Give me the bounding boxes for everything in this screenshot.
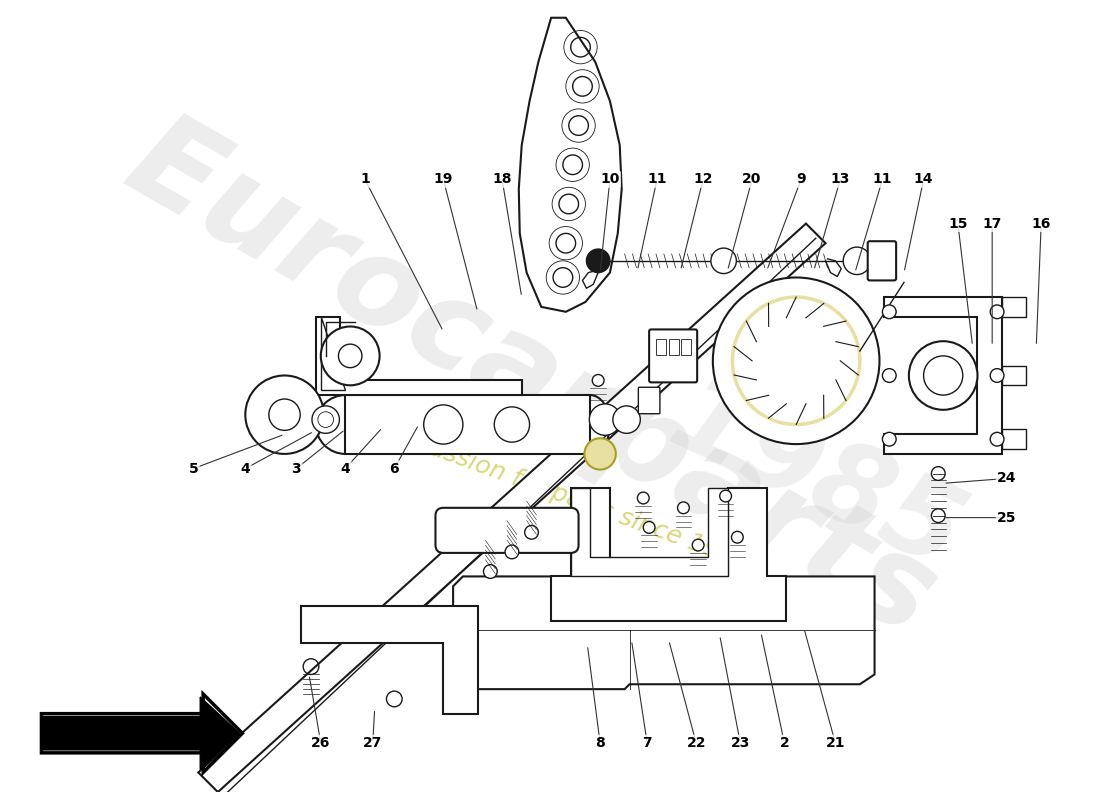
Text: 16: 16 [1032, 217, 1050, 230]
Text: 23: 23 [730, 736, 750, 750]
Text: 17: 17 [982, 217, 1002, 230]
Text: 2: 2 [780, 736, 790, 750]
FancyBboxPatch shape [868, 242, 896, 281]
Circle shape [590, 404, 620, 435]
Circle shape [990, 305, 1004, 318]
Text: 6: 6 [389, 462, 399, 476]
Bar [1002, 430, 1026, 449]
Bar [1002, 297, 1026, 317]
Circle shape [733, 297, 860, 425]
Text: 19: 19 [433, 173, 453, 186]
Text: 8: 8 [595, 736, 605, 750]
Text: 24: 24 [997, 471, 1016, 486]
Text: Eurocarparts: Eurocarparts [107, 100, 957, 661]
Polygon shape [453, 577, 874, 689]
Circle shape [644, 522, 654, 534]
Circle shape [245, 375, 323, 454]
Text: 5: 5 [188, 462, 198, 476]
Bar [669, 339, 679, 355]
Text: 3: 3 [292, 462, 301, 476]
Circle shape [732, 531, 744, 543]
Circle shape [990, 432, 1004, 446]
Circle shape [882, 432, 896, 446]
Circle shape [318, 412, 333, 427]
Circle shape [692, 539, 704, 551]
Circle shape [592, 374, 604, 386]
Text: 10: 10 [601, 173, 619, 186]
Polygon shape [321, 317, 345, 390]
Circle shape [339, 344, 362, 368]
Polygon shape [43, 697, 240, 770]
Text: 22: 22 [686, 736, 706, 750]
FancyBboxPatch shape [436, 508, 579, 553]
Bar [656, 339, 666, 355]
Text: 4: 4 [241, 462, 250, 476]
Circle shape [909, 341, 978, 410]
Circle shape [494, 407, 529, 442]
Text: 9: 9 [796, 173, 806, 186]
Text: 12: 12 [693, 173, 713, 186]
Text: 25: 25 [997, 510, 1016, 525]
Text: 11: 11 [647, 173, 667, 186]
Circle shape [990, 369, 1004, 382]
Circle shape [321, 326, 380, 386]
Circle shape [613, 406, 640, 434]
Text: 11: 11 [872, 173, 892, 186]
Circle shape [711, 248, 736, 274]
Text: a passion for parts since 1985: a passion for parts since 1985 [389, 422, 752, 574]
Polygon shape [345, 395, 591, 454]
Circle shape [713, 278, 880, 444]
Circle shape [719, 490, 732, 502]
Polygon shape [198, 223, 826, 792]
Circle shape [584, 438, 616, 470]
Text: 1985: 1985 [653, 365, 979, 592]
Circle shape [312, 406, 340, 434]
Circle shape [844, 247, 870, 274]
Text: 7: 7 [642, 736, 652, 750]
Text: 20: 20 [742, 173, 761, 186]
Polygon shape [571, 488, 727, 577]
Circle shape [932, 509, 945, 522]
Circle shape [637, 492, 649, 504]
Bar [1002, 366, 1026, 386]
Polygon shape [519, 18, 621, 312]
Circle shape [882, 369, 896, 382]
Text: 14: 14 [914, 173, 933, 186]
Text: 18: 18 [493, 173, 512, 186]
Circle shape [882, 305, 896, 318]
Circle shape [924, 356, 962, 395]
Circle shape [505, 545, 519, 558]
Circle shape [525, 526, 538, 539]
Text: 27: 27 [363, 736, 383, 750]
Circle shape [268, 399, 300, 430]
Text: 4: 4 [340, 462, 350, 476]
Polygon shape [316, 317, 521, 395]
Polygon shape [551, 488, 786, 621]
Text: 13: 13 [830, 173, 850, 186]
Circle shape [484, 565, 497, 578]
Text: 26: 26 [311, 736, 330, 750]
Text: 21: 21 [826, 736, 845, 750]
FancyBboxPatch shape [649, 330, 697, 382]
Text: 1: 1 [360, 173, 370, 186]
FancyBboxPatch shape [638, 387, 660, 414]
Circle shape [586, 249, 609, 273]
Circle shape [424, 405, 463, 444]
Circle shape [932, 466, 945, 480]
Text: 15: 15 [948, 217, 968, 230]
Bar [682, 339, 691, 355]
Circle shape [678, 502, 690, 514]
Polygon shape [301, 606, 477, 714]
Polygon shape [884, 297, 1002, 454]
